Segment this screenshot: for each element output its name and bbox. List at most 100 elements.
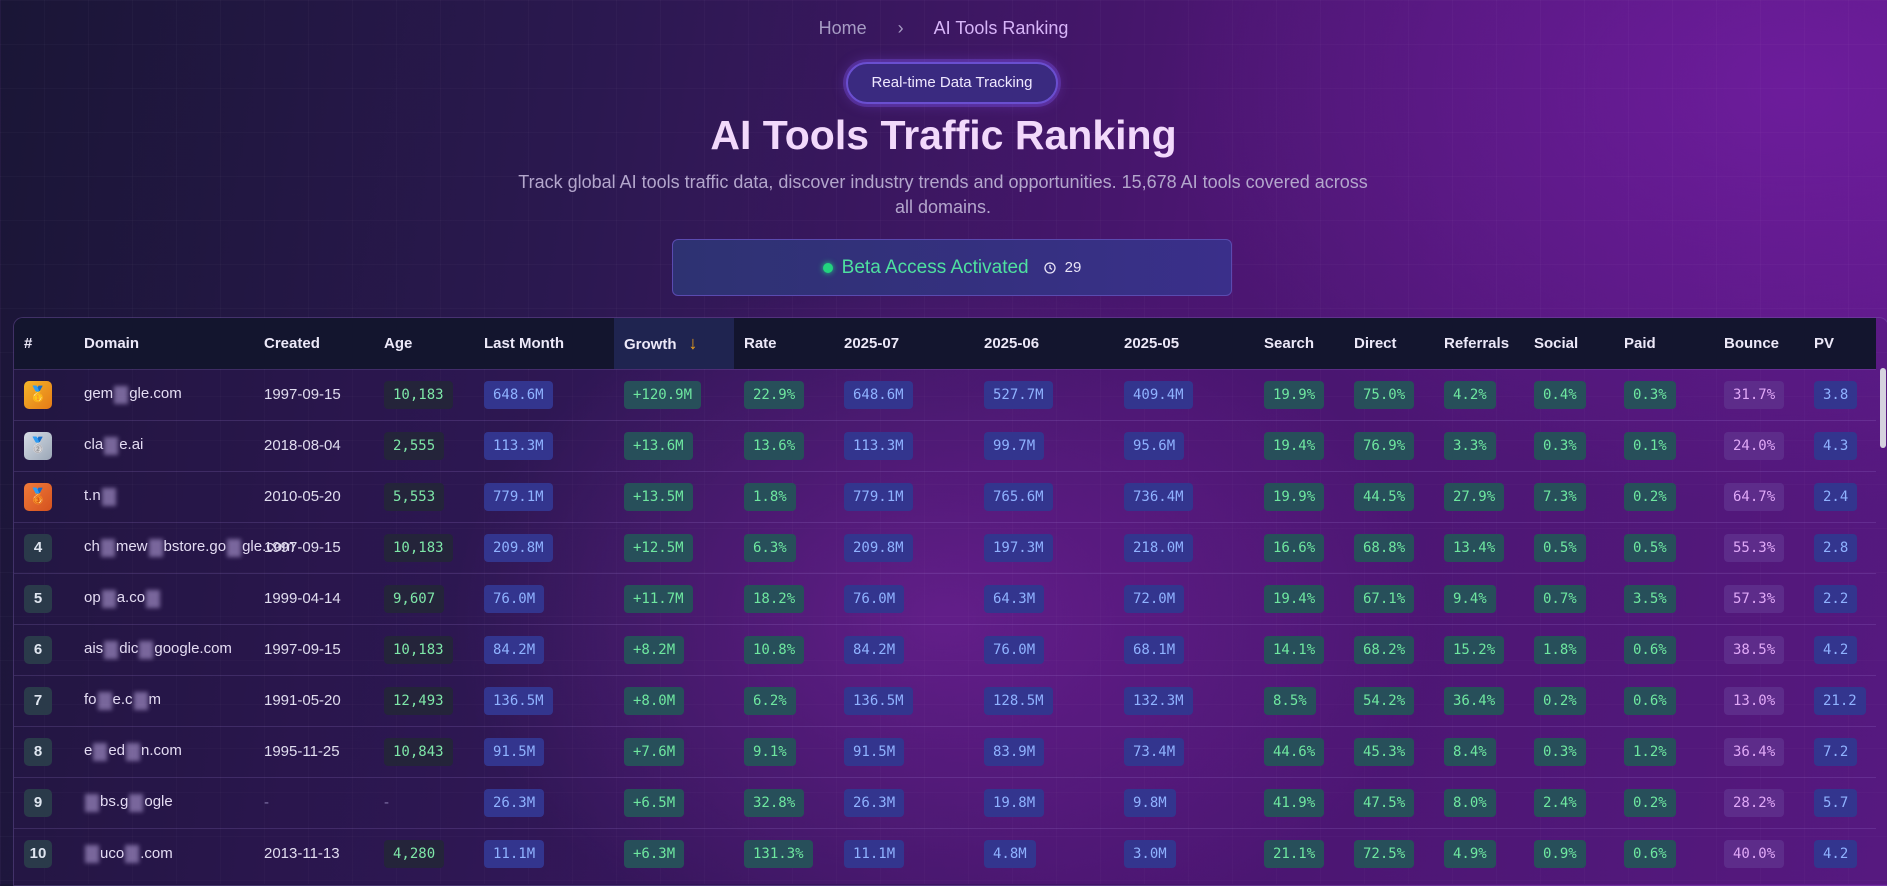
table-row[interactable]: 🥇 gem gle.com 1997-09-15 10,183 648.6M +120.9M… xyxy=(14,369,1876,420)
direct-value: 68.8% xyxy=(1354,533,1415,562)
cell-m07: 209.8M xyxy=(834,522,974,573)
col-header-bounce[interactable]: Bounce xyxy=(1714,318,1804,369)
cell-paid: 3.5% xyxy=(1614,573,1714,624)
cell-paid: 0.2% xyxy=(1614,471,1714,522)
search-value: 16.6% xyxy=(1264,533,1325,562)
cell-growth: +6.5M xyxy=(614,777,734,828)
paid-value: 0.6% xyxy=(1624,686,1676,715)
cell-last-month: 209.8M xyxy=(474,522,614,573)
table-row[interactable]: 4 ch mew bstore.go gle.com 1997-09-15 10,183 20… xyxy=(14,522,1876,573)
m05-value: 73.4M xyxy=(1124,737,1185,766)
col-header-pv[interactable]: PV xyxy=(1804,318,1876,369)
table-row[interactable]: 6 ais dic google.com 1997-09-15 10,183 84.2M +8… xyxy=(14,624,1876,675)
col-header-created[interactable]: Created xyxy=(254,318,374,369)
table-row[interactable]: 7 fo e.c m 1991-05-20 12,493 136.5M +8.0M 6.2% 13… xyxy=(14,675,1876,726)
col-header-social[interactable]: Social xyxy=(1524,318,1614,369)
cell-m07: 779.1M xyxy=(834,471,974,522)
m07-value: 648.6M xyxy=(844,380,913,409)
col-header-age[interactable]: Age xyxy=(374,318,474,369)
rate-value: 9.1% xyxy=(744,737,796,766)
domain-text: fo xyxy=(84,691,97,709)
cell-rank: 7 xyxy=(14,675,74,726)
col-header-rate[interactable]: Rate xyxy=(734,318,834,369)
cell-social: 0.9% xyxy=(1524,828,1614,879)
cell-m06: 128.5M xyxy=(974,675,1114,726)
table-row[interactable]: 8 e ed n.com 1995-11-25 10,843 91.5M +7.6M 9.1% 9… xyxy=(14,726,1876,777)
rate-value: 18.2% xyxy=(744,584,805,613)
col-header-referrals[interactable]: Referrals xyxy=(1434,318,1524,369)
table-row[interactable]: 🥈 cla e.ai 2018-08-04 2,555 113.3M +13.6M 13.6%… xyxy=(14,420,1876,471)
cell-search: 19.9% xyxy=(1254,369,1344,420)
social-value: 0.4% xyxy=(1534,380,1586,409)
col-header-last-month[interactable]: Last Month xyxy=(474,318,614,369)
cell-domain[interactable]: ch mew bstore.go gle.com xyxy=(74,522,295,573)
cell-rate: 9.1% xyxy=(734,726,834,777)
cell-domain[interactable]: e ed n.com xyxy=(74,726,254,777)
referrals-value: 36.4% xyxy=(1444,686,1505,715)
col-header-rank[interactable]: # xyxy=(14,318,74,369)
cell-paid: 0.1% xyxy=(1614,420,1714,471)
sort-desc-icon[interactable]: ↓ xyxy=(688,332,698,353)
cell-search: 21.1% xyxy=(1254,828,1344,879)
col-header-domain[interactable]: Domain xyxy=(74,318,254,369)
cell-last-month: 648.6M xyxy=(474,369,614,420)
cell-social: 0.3% xyxy=(1524,420,1614,471)
cell-rate: 10.8% xyxy=(734,624,834,675)
cell-growth: +7.6M xyxy=(614,726,734,777)
table-row[interactable]: 9 bs.g ogle - - 26.3M +6.5M 32.8% 26.3M 19.8M 9.8M… xyxy=(14,777,1876,828)
col-header-direct[interactable]: Direct xyxy=(1344,318,1434,369)
cell-domain[interactable]: ais dic google.com xyxy=(74,624,254,675)
domain-text: ed xyxy=(108,742,126,760)
age-value: 10,843 xyxy=(384,737,453,766)
cell-m07: 26.3M xyxy=(834,777,974,828)
cell-domain[interactable]: gem gle.com xyxy=(74,369,254,420)
medal-icon: 🥇 xyxy=(24,380,52,409)
domain-text: n.com xyxy=(141,742,182,760)
pv-value: 2.2 xyxy=(1814,584,1858,613)
domain-text: gle.com xyxy=(129,385,182,403)
cell-bounce: 55.3% xyxy=(1714,522,1804,573)
table-row[interactable]: 5 op a.co 1999-04-14 9,607 76.0M +11.7M 18.2% 76… xyxy=(14,573,1876,624)
direct-value: 76.9% xyxy=(1354,431,1415,460)
cell-domain[interactable]: op a.co xyxy=(74,573,254,624)
cell-referrals: 27.9% xyxy=(1434,471,1524,522)
realtime-badge: Real-time Data Tracking xyxy=(846,62,1058,104)
last-month-value: 84.2M xyxy=(484,635,545,664)
m06-value: 765.6M xyxy=(984,482,1053,511)
cell-direct: 54.2% xyxy=(1344,675,1434,726)
rank-badge: 7 xyxy=(24,686,52,715)
last-month-value: 76.0M xyxy=(484,584,545,613)
cell-domain[interactable]: t.n xyxy=(74,471,254,522)
breadcrumb-home-link[interactable]: Home xyxy=(818,18,867,38)
table-row[interactable]: 10 uco .com 2013-11-13 4,280 11.1M +6.3M 131.3%… xyxy=(14,828,1876,879)
vertical-scrollbar[interactable] xyxy=(1880,368,1886,448)
cell-rate: 18.2% xyxy=(734,573,834,624)
col-header-2025-07[interactable]: 2025-07 xyxy=(834,318,974,369)
cell-domain[interactable]: uco .com xyxy=(74,828,254,879)
col-header-search[interactable]: Search xyxy=(1254,318,1344,369)
m06-value: 99.7M xyxy=(984,431,1045,460)
cell-m07: 84.2M xyxy=(834,624,974,675)
cell-referrals: 9.4% xyxy=(1434,573,1524,624)
growth-value: +13.5M xyxy=(624,482,693,511)
table-row[interactable]: 🥉 t.n 2010-05-20 5,553 779.1M +13.5M 1.8% 779.1… xyxy=(14,471,1876,522)
cell-bounce: 31.7% xyxy=(1714,369,1804,420)
referrals-value: 8.4% xyxy=(1444,737,1496,766)
col-header-growth[interactable]: Growth ↓ xyxy=(614,318,734,369)
col-header-2025-06[interactable]: 2025-06 xyxy=(974,318,1114,369)
last-month-value: 91.5M xyxy=(484,737,545,766)
beta-status-banner: Beta Access Activated 29 xyxy=(672,239,1232,296)
search-value: 19.4% xyxy=(1264,431,1325,460)
last-month-value: 26.3M xyxy=(484,788,545,817)
cell-domain[interactable]: bs.g ogle xyxy=(74,777,254,828)
cell-direct: 45.3% xyxy=(1344,726,1434,777)
col-header-2025-05[interactable]: 2025-05 xyxy=(1114,318,1254,369)
social-value: 0.3% xyxy=(1534,431,1586,460)
growth-value: +12.5M xyxy=(624,533,693,562)
cell-domain[interactable]: cla e.ai xyxy=(74,420,254,471)
m06-value: 64.3M xyxy=(984,584,1045,613)
col-header-paid[interactable]: Paid xyxy=(1614,318,1714,369)
cell-growth: +13.5M xyxy=(614,471,734,522)
cell-social: 0.5% xyxy=(1524,522,1614,573)
cell-domain[interactable]: fo e.c m xyxy=(74,675,254,726)
